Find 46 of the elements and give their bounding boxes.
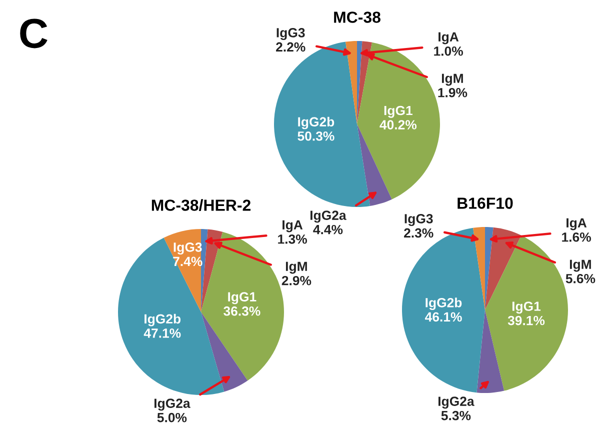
pie-slice [473, 227, 485, 310]
slice-label: IgM [570, 260, 591, 272]
chart-title: B16F10 [458, 198, 513, 209]
data-label: 36.3% [224, 306, 260, 316]
data-label: 47.1% [144, 328, 181, 338]
data-label: 1.6% [562, 232, 591, 242]
pie-slice [346, 41, 357, 124]
data-label: 5.6% [566, 274, 596, 284]
slice-label: IgG2a [438, 396, 474, 409]
data-label: 1.9% [438, 88, 468, 98]
slice-label: IgA [438, 32, 459, 44]
data-label: 39.1% [508, 316, 545, 326]
slice-label: IgG2b [426, 298, 462, 310]
data-label: 2.2% [276, 42, 306, 52]
data-label: 46.1% [425, 312, 462, 322]
slice-label: IgG2a [310, 210, 346, 223]
slice-label: IgG1 [512, 302, 541, 314]
slice-label: IgM [286, 262, 307, 274]
slice-label: IgG2a [154, 398, 190, 411]
pie-slice [476, 310, 504, 393]
data-label: 1.0% [434, 46, 463, 56]
pie-slice [402, 228, 485, 393]
data-label: 5.0% [157, 412, 187, 422]
data-label: 50.3% [298, 131, 334, 141]
pie-slice [118, 238, 224, 395]
slice-label: IgM [442, 74, 463, 86]
slice-label: IgG3 [276, 28, 305, 40]
data-label: 2.3% [404, 228, 434, 238]
data-label: 2.9% [282, 276, 312, 286]
data-label: 5.3% [441, 410, 471, 420]
text: C [20, 18, 48, 48]
chart-title: MC-38 [334, 12, 380, 23]
slice-label: IgA [282, 220, 303, 232]
slice-label: IgG1 [384, 106, 412, 118]
slice-label: IgG3 [404, 214, 433, 226]
pie-slice [201, 229, 208, 312]
slice-label: IgA [566, 218, 587, 230]
data-label: 4.4% [313, 224, 343, 234]
pie-slice [274, 42, 370, 207]
slice-label: IgG1 [228, 292, 256, 304]
chart-title: MC-38/HER-2 [152, 199, 251, 212]
pie-slice [485, 227, 494, 310]
slice-label: IgG2b [144, 314, 181, 326]
data-label: 1.3% [278, 234, 307, 244]
slice-label: IgG2b [298, 116, 334, 130]
data-label: 40.2% [380, 120, 417, 130]
